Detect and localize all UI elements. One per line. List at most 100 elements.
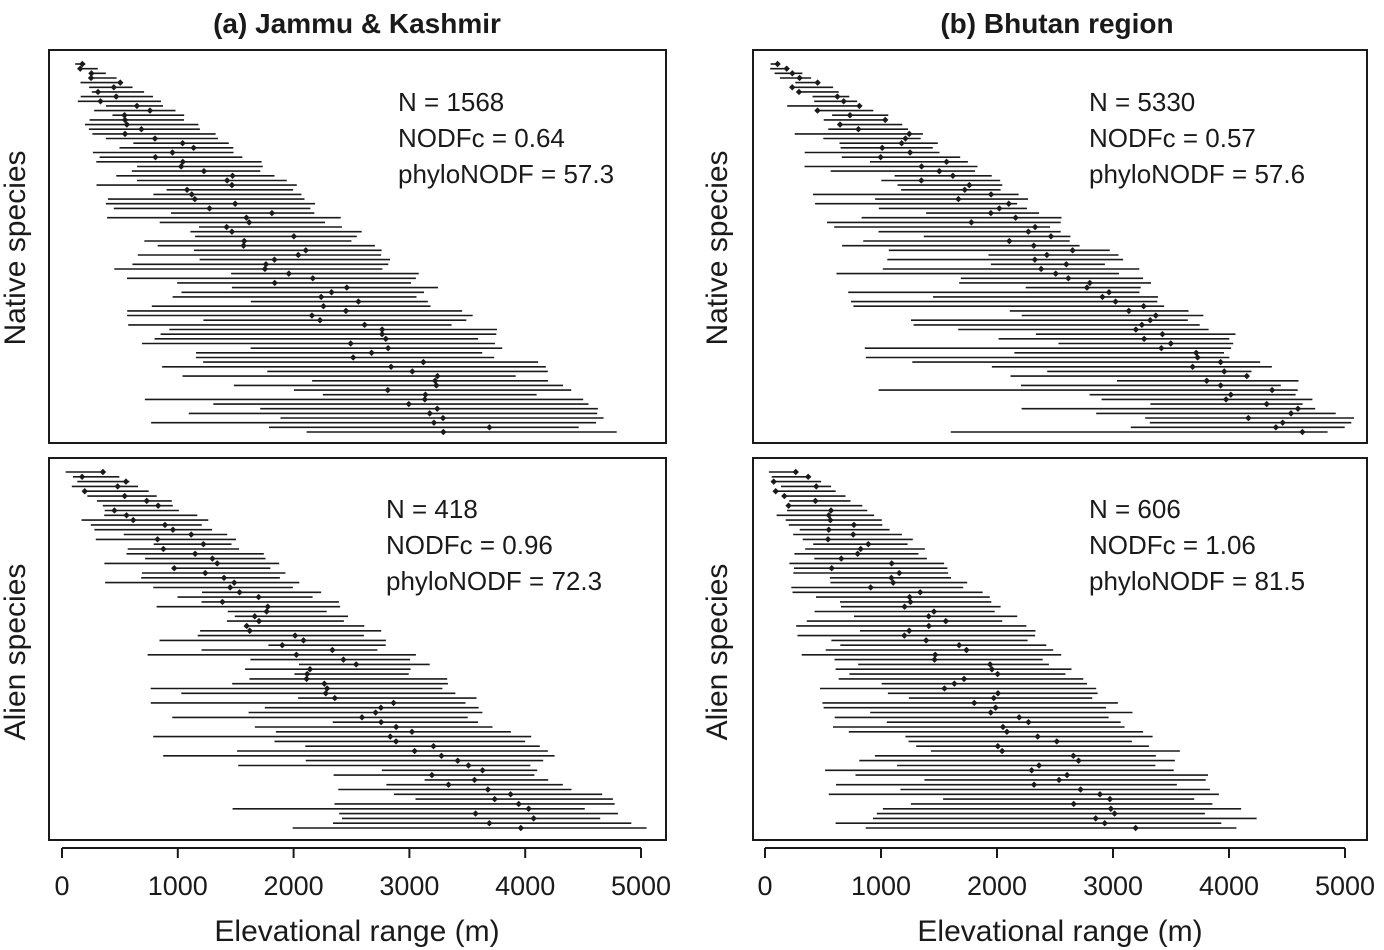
midpoint-marker: [271, 256, 278, 263]
midpoint-marker: [922, 637, 930, 644]
midpoint-marker: [377, 718, 385, 726]
midpoint-marker: [971, 699, 978, 707]
midpoint-marker: [856, 102, 863, 110]
midpoint-marker: [114, 483, 121, 490]
midpoint-marker: [285, 270, 293, 277]
stat-n: N = 5330: [1089, 87, 1195, 117]
midpoint-marker: [408, 728, 416, 735]
midpoint-marker: [262, 261, 270, 268]
midpoint-marker: [1053, 738, 1060, 745]
midpoint-marker: [146, 107, 154, 114]
midpoint-marker: [279, 641, 286, 649]
midpoint-marker: [79, 60, 86, 68]
midpoint-marker: [1263, 400, 1270, 408]
midpoint-marker: [439, 414, 447, 422]
midpoint-marker: [342, 307, 350, 315]
midpoint-marker: [1245, 414, 1252, 422]
x-tick-label: 2000: [967, 871, 1027, 901]
stat-nodfc: NODFc = 0.64: [398, 123, 565, 153]
midpoint-marker: [121, 130, 129, 138]
midpoint-marker: [352, 661, 360, 668]
stat-n: N = 1568: [398, 87, 504, 117]
midpoint-marker: [171, 565, 178, 572]
midpoint-marker: [1070, 752, 1077, 760]
midpoint-marker: [963, 646, 970, 654]
midpoint-marker: [121, 492, 128, 500]
midpoint-marker: [229, 172, 236, 179]
midpoint-marker: [306, 666, 314, 673]
midpoint-marker: [263, 608, 270, 615]
midpoint-marker: [1222, 396, 1230, 403]
midpoint-marker: [812, 497, 819, 505]
midpoint-marker: [925, 613, 932, 620]
midpoint-marker: [1086, 279, 1094, 287]
midpoint-marker: [445, 781, 452, 788]
midpoint-marker: [942, 617, 949, 625]
midpoint-marker: [421, 396, 429, 403]
midpoint-marker: [517, 824, 525, 832]
midpoint-marker: [368, 349, 375, 357]
midpoint-marker: [154, 536, 161, 543]
range-lines-b-native: [770, 60, 1354, 436]
midpoint-marker: [507, 791, 514, 798]
midpoint-marker: [931, 656, 938, 663]
midpoint-marker: [387, 733, 394, 740]
midpoint-marker: [1268, 386, 1276, 394]
midpoint-marker: [1217, 382, 1224, 389]
range-lines-a-alien: [65, 468, 647, 832]
midpoint-marker: [1243, 372, 1251, 380]
midpoint-marker: [209, 555, 216, 562]
midpoint-marker: [243, 622, 250, 630]
midpoint-marker: [825, 526, 832, 533]
midpoint-marker: [1099, 293, 1106, 301]
x-tick-label: 4000: [1199, 871, 1259, 901]
midpoint-marker: [932, 651, 939, 659]
midpoint-marker: [1005, 200, 1012, 207]
midpoint-marker: [230, 579, 238, 586]
midpoint-marker: [1047, 233, 1055, 240]
midpoint-marker: [530, 815, 537, 822]
midpoint-marker: [1132, 326, 1140, 333]
midpoint-marker: [1055, 776, 1063, 784]
midpoint-marker: [392, 738, 400, 745]
midpoint-marker: [179, 139, 186, 147]
midpoint-marker: [1203, 377, 1210, 384]
midpoint-marker: [896, 569, 903, 577]
midpoint-marker: [1096, 791, 1104, 798]
midpoint-marker: [151, 135, 159, 142]
midpoint-marker: [378, 330, 386, 338]
midpoint-marker: [88, 70, 95, 77]
midpoint-marker: [867, 584, 874, 591]
midpoint-marker: [228, 181, 236, 189]
midpoint-marker: [329, 646, 336, 654]
midpoint-marker: [343, 284, 351, 291]
midpoint-marker: [472, 810, 479, 817]
midpoint-marker: [918, 177, 925, 184]
x-tick-label: 0: [757, 871, 772, 901]
midpoint-marker: [228, 228, 236, 235]
midpoint-marker: [111, 507, 118, 514]
midpoint-marker: [1006, 237, 1013, 245]
midpoint-marker: [783, 65, 790, 72]
midpoint-marker: [438, 752, 445, 760]
midpoint-marker: [322, 690, 329, 697]
midpoint-marker: [882, 116, 889, 124]
midpoint-marker: [122, 478, 130, 485]
midpoint-marker: [1106, 795, 1114, 803]
midpoint-marker: [110, 84, 118, 91]
midpoint-marker: [261, 265, 269, 273]
midpoint-marker: [1092, 815, 1099, 822]
midpoint-marker: [941, 685, 948, 692]
midpoint-marker: [918, 163, 925, 170]
midpoint-marker: [246, 627, 253, 634]
midpoint-marker: [213, 560, 221, 567]
midpoint-marker: [968, 219, 975, 226]
midpoint-marker: [804, 473, 812, 481]
midpoint-marker: [1138, 321, 1146, 329]
midpoint-marker: [994, 743, 1002, 750]
midpoint-marker: [409, 368, 416, 375]
midpoint-marker: [183, 186, 191, 193]
midpoint-marker: [160, 545, 167, 553]
midpoint-marker: [382, 335, 389, 343]
midpoint-marker: [308, 312, 316, 319]
